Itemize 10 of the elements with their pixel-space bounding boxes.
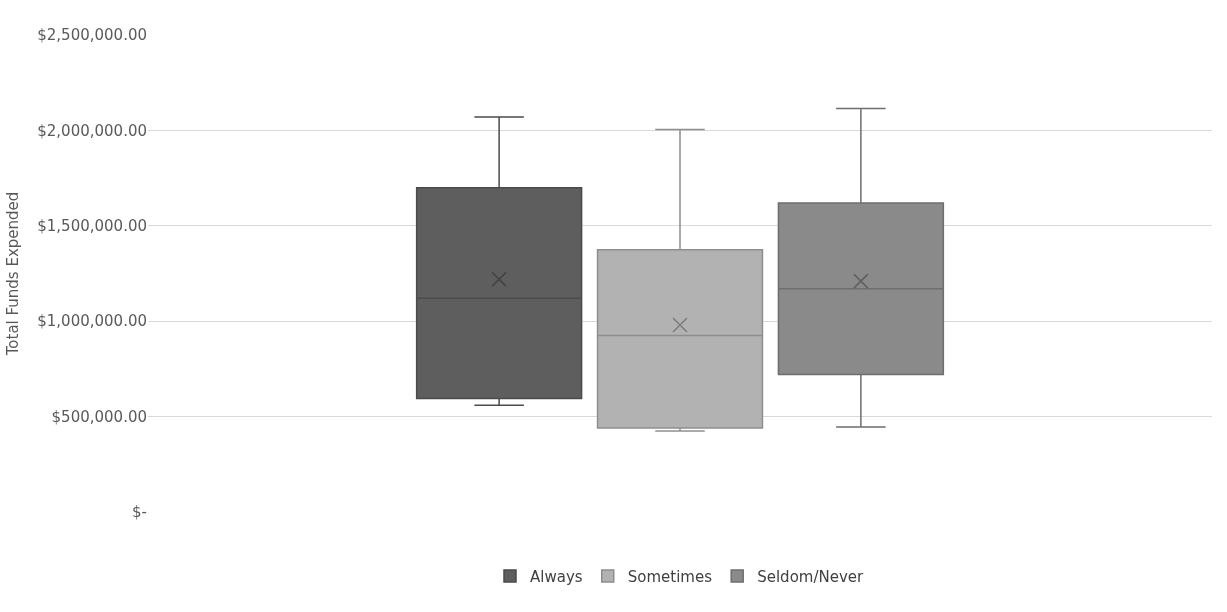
y-tick-label: $500,000.00 — [51, 407, 147, 426]
y-tick-label: $- — [132, 503, 147, 522]
y-tick-label: $2,000,000.00 — [37, 121, 147, 140]
y-tick-label: $1,000,000.00 — [37, 312, 147, 331]
y-tick-label: $2,500,000.00 — [37, 26, 147, 45]
legend-label: Sometimes — [627, 567, 713, 586]
legend-label: Always — [530, 567, 583, 586]
legend-label: Seldom/Never — [757, 567, 865, 586]
y-tick-label: $1,500,000.00 — [37, 217, 147, 236]
y-axis-title: Total Funds Expended — [3, 191, 22, 357]
